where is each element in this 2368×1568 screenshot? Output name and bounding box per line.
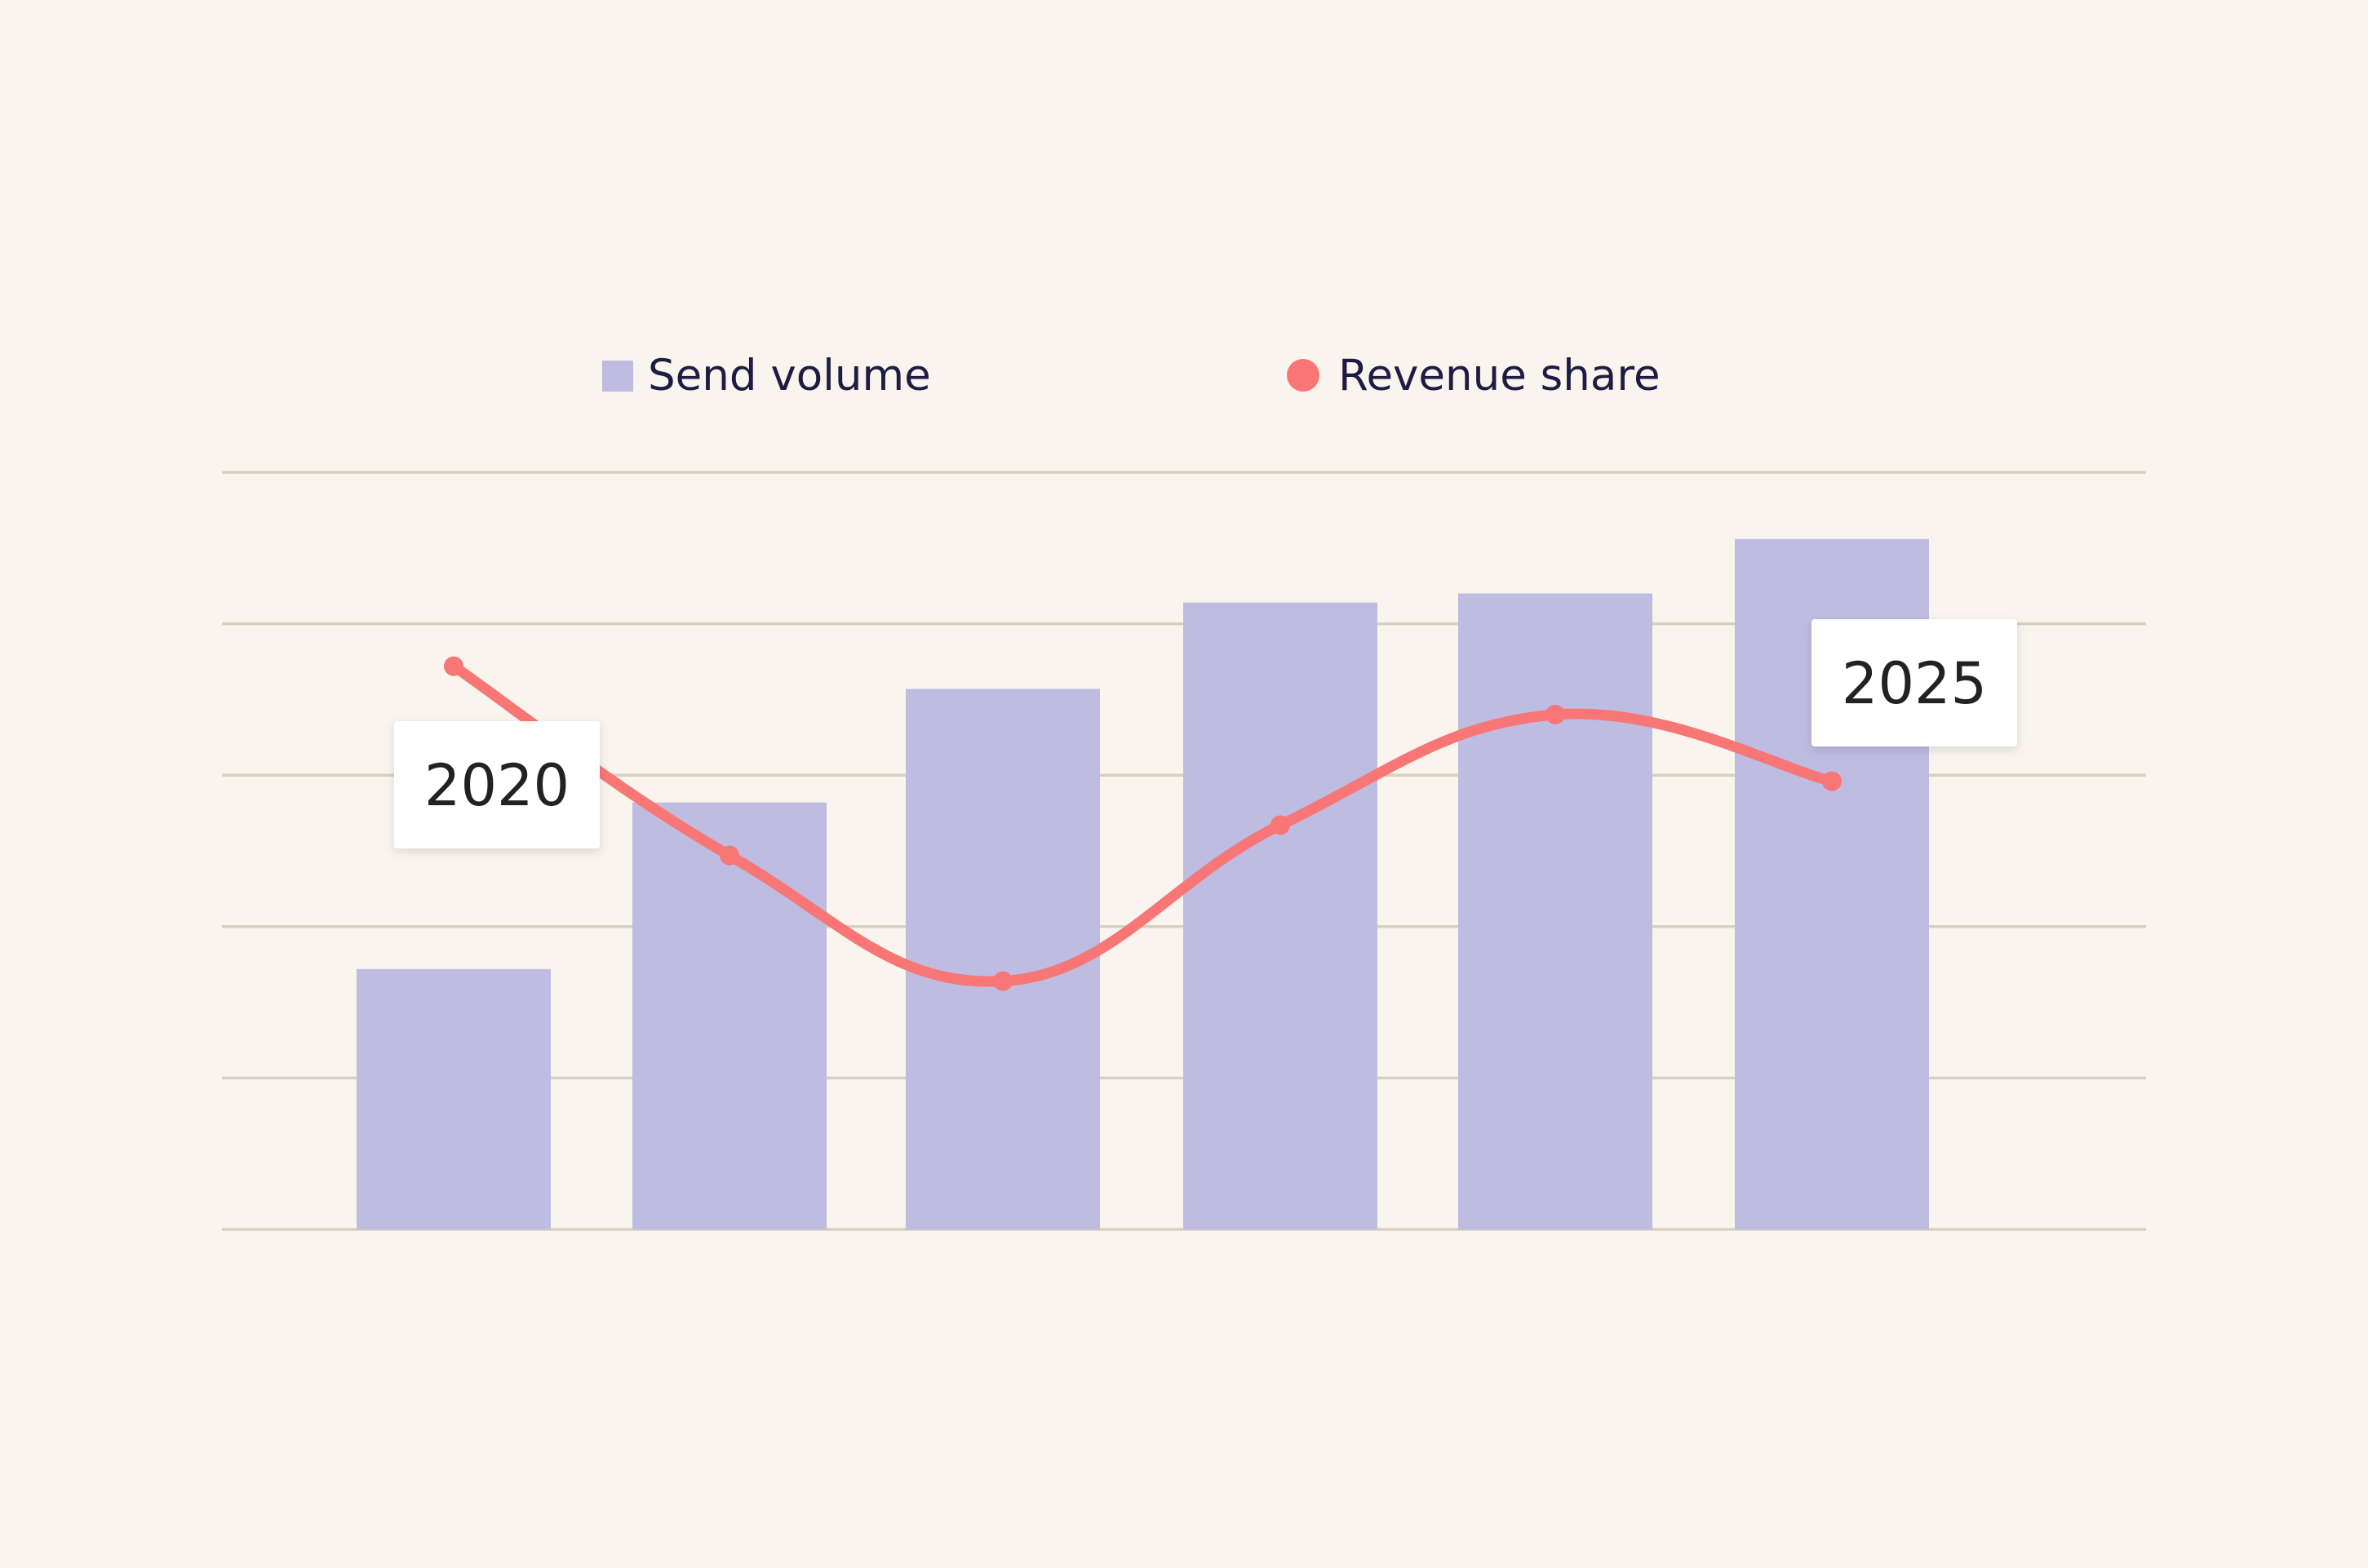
year-label-2025: 2025 <box>1811 619 2017 746</box>
legend-revenue-share-label: Revenue share <box>1338 351 1661 401</box>
point-revenue-share-2022 <box>993 971 1013 991</box>
point-revenue-share-2025 <box>1822 771 1842 791</box>
bar-send-volume-2021 <box>632 802 827 1229</box>
bar-send-volume-2023 <box>1183 602 1377 1229</box>
point-revenue-share-2024 <box>1545 704 1565 724</box>
legend-send-volume-swatch <box>602 361 633 392</box>
year-label-2020: 2020 <box>394 721 600 848</box>
point-revenue-share-2020 <box>444 656 463 676</box>
point-revenue-share-2021 <box>720 845 739 866</box>
bar-send-volume-2022 <box>906 689 1100 1229</box>
year-labels: 2020 2025 <box>394 619 2017 848</box>
bar-send-volume-2024 <box>1458 593 1652 1229</box>
legend-send-volume-label: Send volume <box>648 351 931 401</box>
send-volume-bars <box>357 538 1929 1229</box>
revenue-share-line-layer <box>444 656 1842 991</box>
year-label-box <box>394 721 600 848</box>
bar-send-volume-2020 <box>357 968 551 1229</box>
year-label-box <box>1811 619 2017 746</box>
legend: Send volume Revenue share <box>602 351 1661 401</box>
point-revenue-share-2023 <box>1270 815 1290 835</box>
year-label-text: 2025 <box>1842 650 1987 717</box>
year-label-text: 2020 <box>424 752 570 819</box>
revenue-share-line <box>448 661 1838 987</box>
legend-revenue-share-swatch <box>1287 359 1319 392</box>
